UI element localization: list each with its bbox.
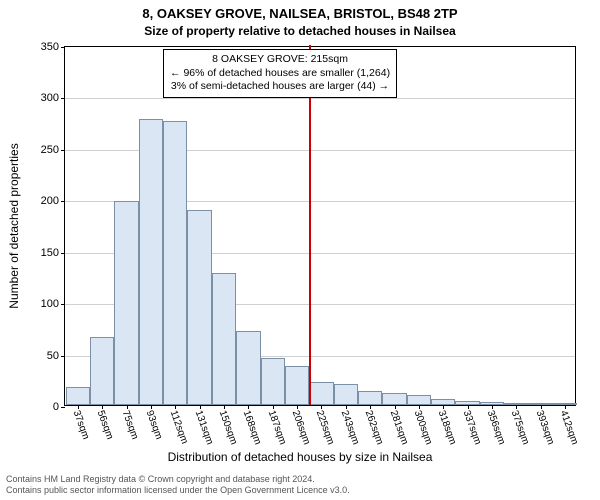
histogram-bar — [212, 273, 236, 405]
x-tick-label: 93sqm — [144, 409, 165, 441]
histogram-bar — [309, 382, 333, 405]
x-tick-label: 318sqm — [436, 409, 459, 446]
histogram-bar — [139, 119, 163, 405]
x-tick-mark — [419, 405, 420, 409]
reference-line — [309, 45, 311, 405]
x-tick-mark — [151, 405, 152, 409]
histogram-plot: 05010015020025030035037sqm56sqm75sqm93sq… — [64, 46, 576, 406]
x-tick-label: 112sqm — [168, 409, 190, 446]
page-subtitle: Size of property relative to detached ho… — [0, 22, 600, 38]
y-tick-label: 100 — [41, 298, 65, 310]
histogram-bar — [261, 358, 285, 405]
x-tick-mark — [346, 405, 347, 409]
x-tick-mark — [200, 405, 201, 409]
x-tick-label: 206sqm — [290, 409, 313, 446]
page-title-address: 8, OAKSEY GROVE, NAILSEA, BRISTOL, BS48 … — [0, 0, 600, 22]
histogram-bar — [358, 391, 382, 405]
y-tick-label: 50 — [47, 350, 65, 362]
annotation-line1: 8 OAKSEY GROVE: 215sqm — [170, 53, 390, 67]
gridline — [65, 98, 575, 99]
x-tick-mark — [468, 405, 469, 409]
x-tick-label: 37sqm — [70, 409, 91, 441]
x-tick-label: 337sqm — [460, 409, 483, 446]
x-tick-label: 225sqm — [314, 409, 337, 446]
chart-area: 05010015020025030035037sqm56sqm75sqm93sq… — [64, 46, 576, 406]
x-tick-label: 356sqm — [485, 409, 508, 446]
y-tick-label: 300 — [41, 92, 65, 104]
x-axis-label: Distribution of detached houses by size … — [0, 450, 600, 464]
x-tick-label: 150sqm — [217, 409, 240, 446]
x-tick-mark — [127, 405, 128, 409]
x-tick-label: 168sqm — [241, 409, 264, 446]
x-tick-label: 281sqm — [387, 409, 410, 446]
histogram-bar — [407, 395, 431, 405]
annotation-line3: 3% of semi-detached houses are larger (4… — [170, 80, 390, 94]
x-tick-label: 300sqm — [412, 409, 435, 446]
x-tick-label: 262sqm — [363, 409, 386, 446]
x-tick-mark — [395, 405, 396, 409]
attribution-line1: Contains HM Land Registry data © Crown c… — [6, 474, 350, 485]
annotation-line2: ← 96% of detached houses are smaller (1,… — [170, 67, 390, 81]
x-tick-mark — [541, 405, 542, 409]
y-tick-label: 350 — [41, 41, 65, 53]
histogram-bar — [236, 331, 260, 405]
y-axis-label: Number of detached properties — [7, 143, 21, 308]
x-tick-label: 131sqm — [192, 409, 215, 446]
histogram-bar — [382, 393, 406, 405]
histogram-bar — [114, 201, 138, 405]
y-tick-label: 150 — [41, 247, 65, 259]
x-tick-mark — [78, 405, 79, 409]
histogram-bar — [334, 384, 358, 405]
annotation-box: 8 OAKSEY GROVE: 215sqm← 96% of detached … — [163, 49, 397, 98]
y-tick-label: 250 — [41, 144, 65, 156]
y-tick-label: 200 — [41, 195, 65, 207]
histogram-bar — [90, 337, 114, 405]
x-tick-label: 56sqm — [95, 409, 116, 441]
x-tick-label: 375sqm — [509, 409, 532, 446]
histogram-bar — [187, 210, 211, 405]
x-tick-mark — [224, 405, 225, 409]
attribution-text: Contains HM Land Registry data © Crown c… — [6, 474, 350, 496]
histogram-bar — [66, 387, 90, 406]
attribution-line2: Contains public sector information licen… — [6, 485, 350, 496]
x-tick-label: 393sqm — [533, 409, 556, 446]
x-tick-label: 187sqm — [265, 409, 288, 446]
histogram-bar — [285, 366, 309, 405]
x-tick-label: 75sqm — [119, 409, 140, 441]
y-tick-label: 0 — [53, 401, 65, 413]
x-tick-label: 412sqm — [558, 409, 581, 446]
histogram-bar — [163, 121, 187, 405]
x-tick-mark — [492, 405, 493, 409]
x-tick-mark — [273, 405, 274, 409]
x-tick-label: 243sqm — [339, 409, 362, 446]
